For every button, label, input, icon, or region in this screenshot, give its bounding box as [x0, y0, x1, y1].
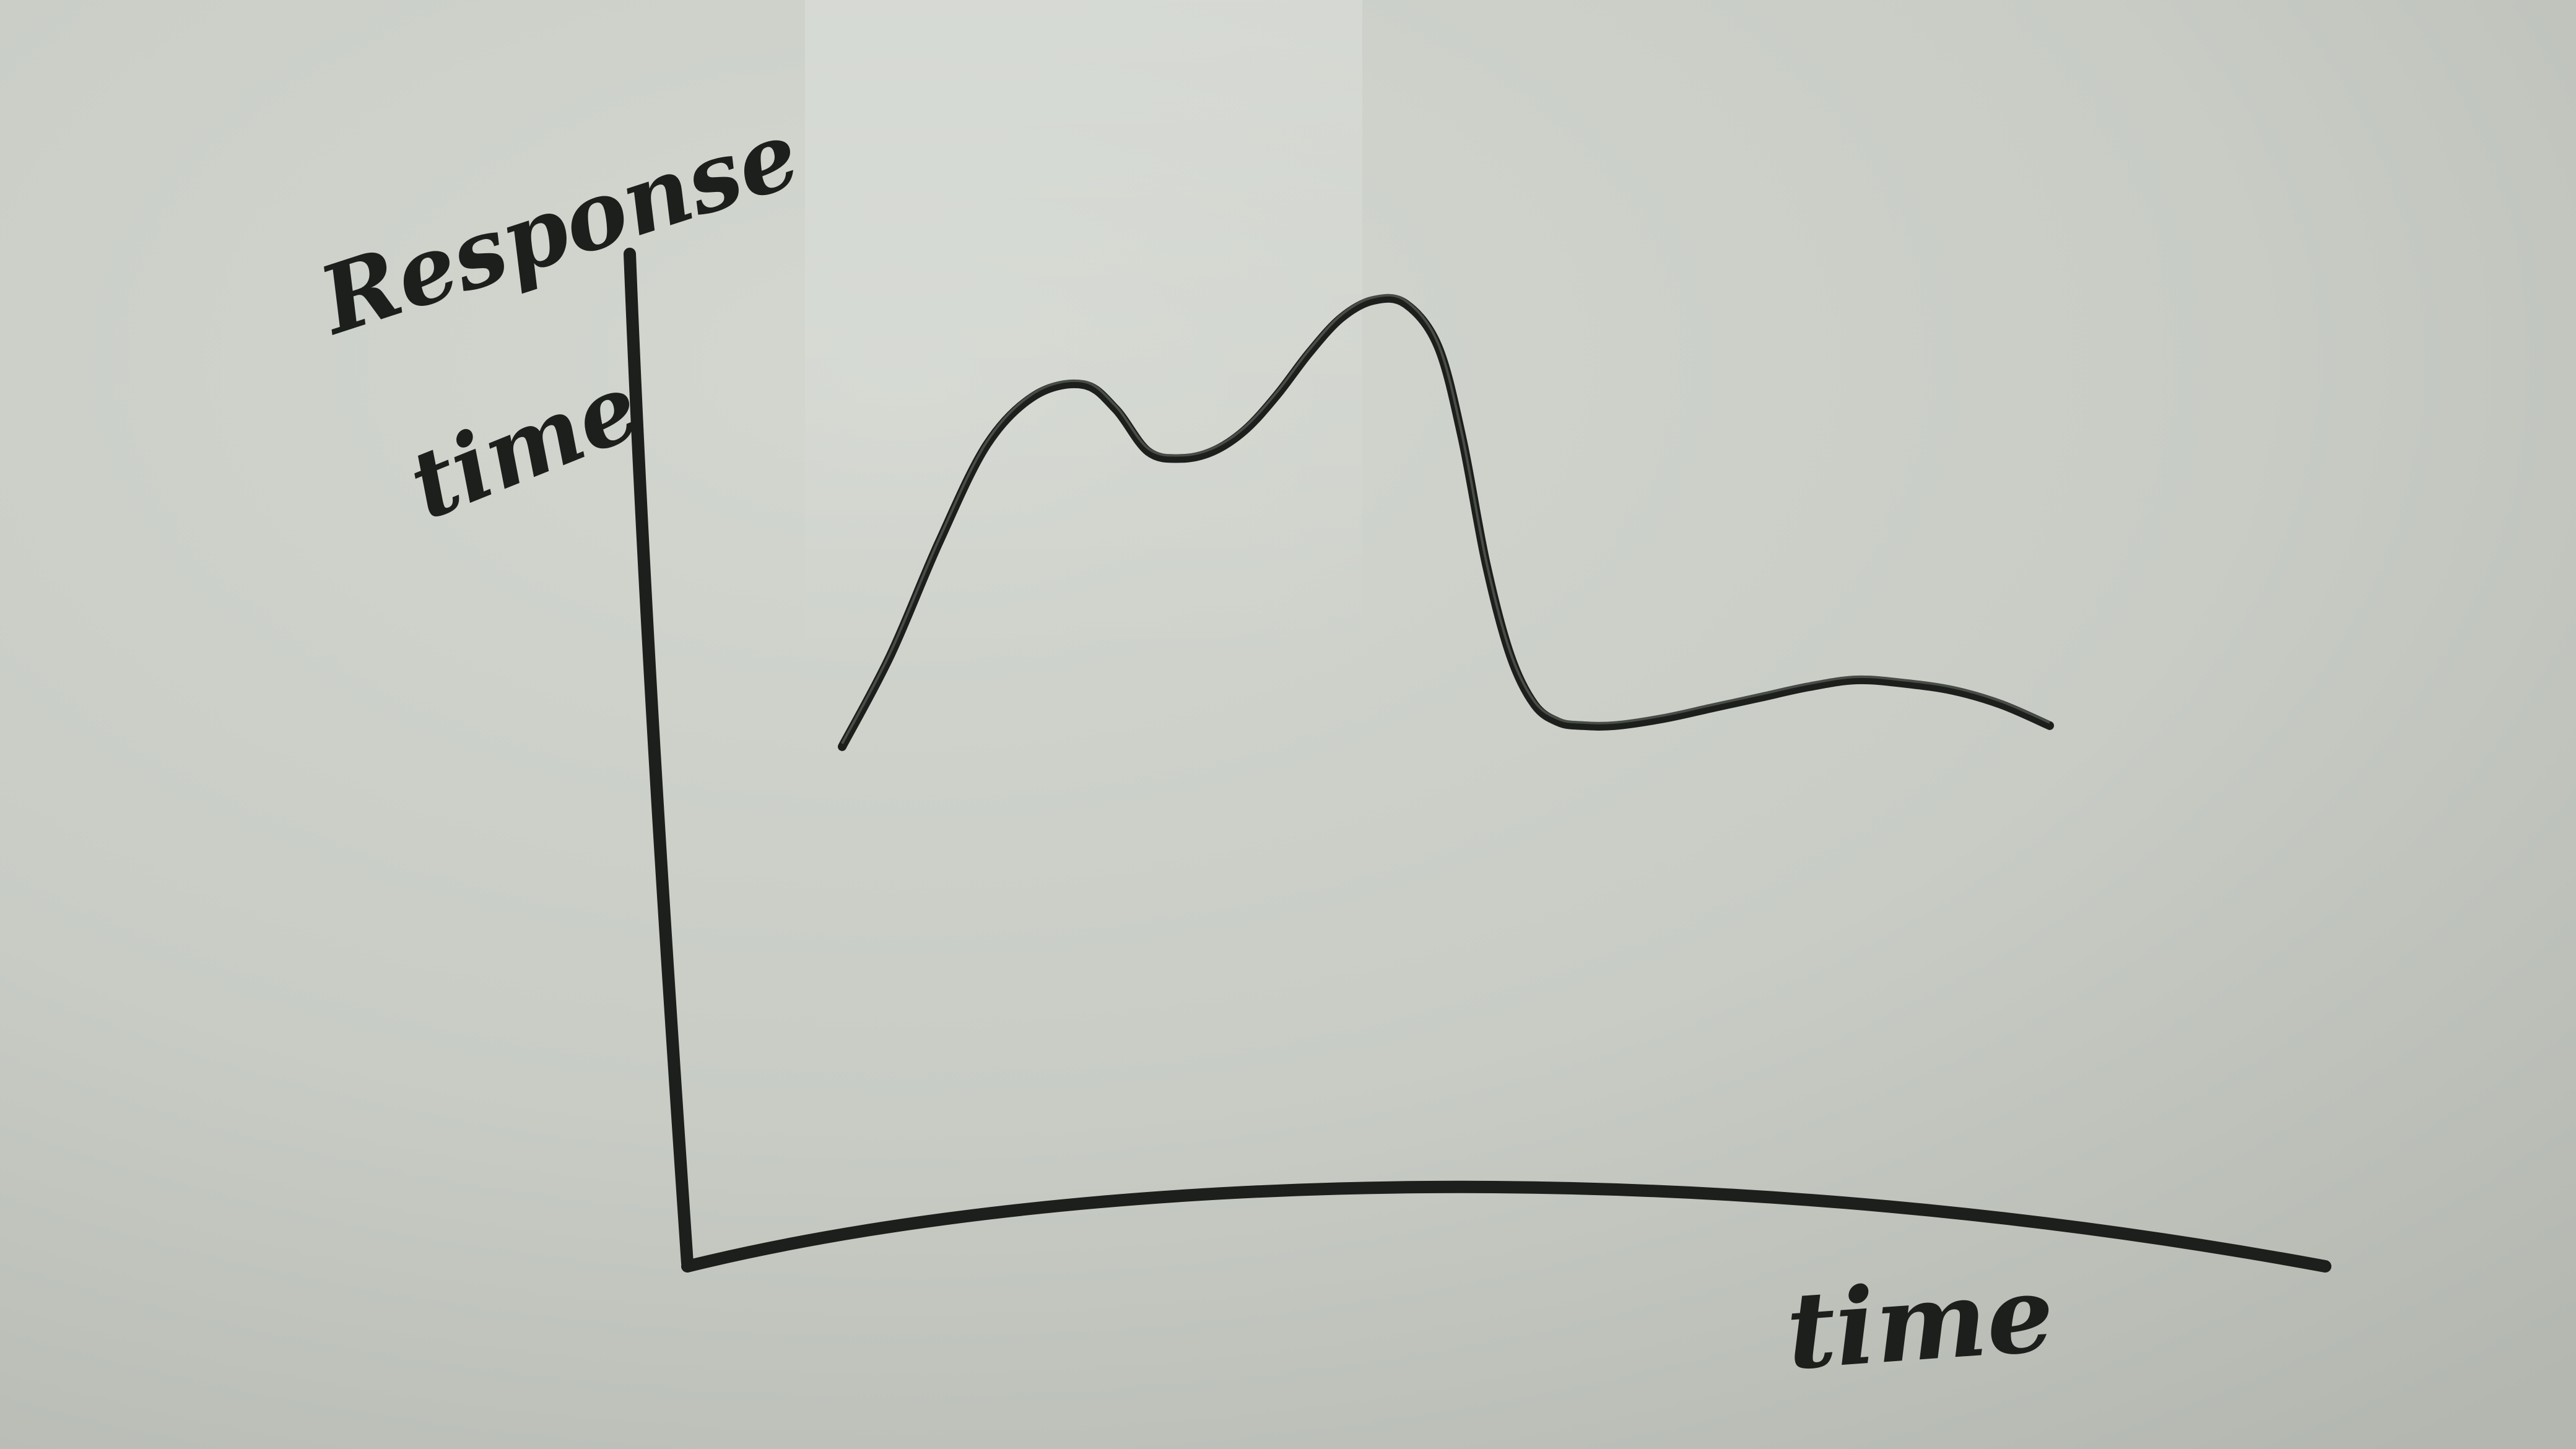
series-layer: [838, 294, 2054, 751]
board-glare: [805, 0, 1362, 681]
x-axis: [681, 1180, 2331, 1273]
x-axis-label: time: [1783, 1251, 2058, 1394]
y-axis: [624, 248, 694, 1269]
series-line-sheen-0: [841, 294, 2050, 744]
